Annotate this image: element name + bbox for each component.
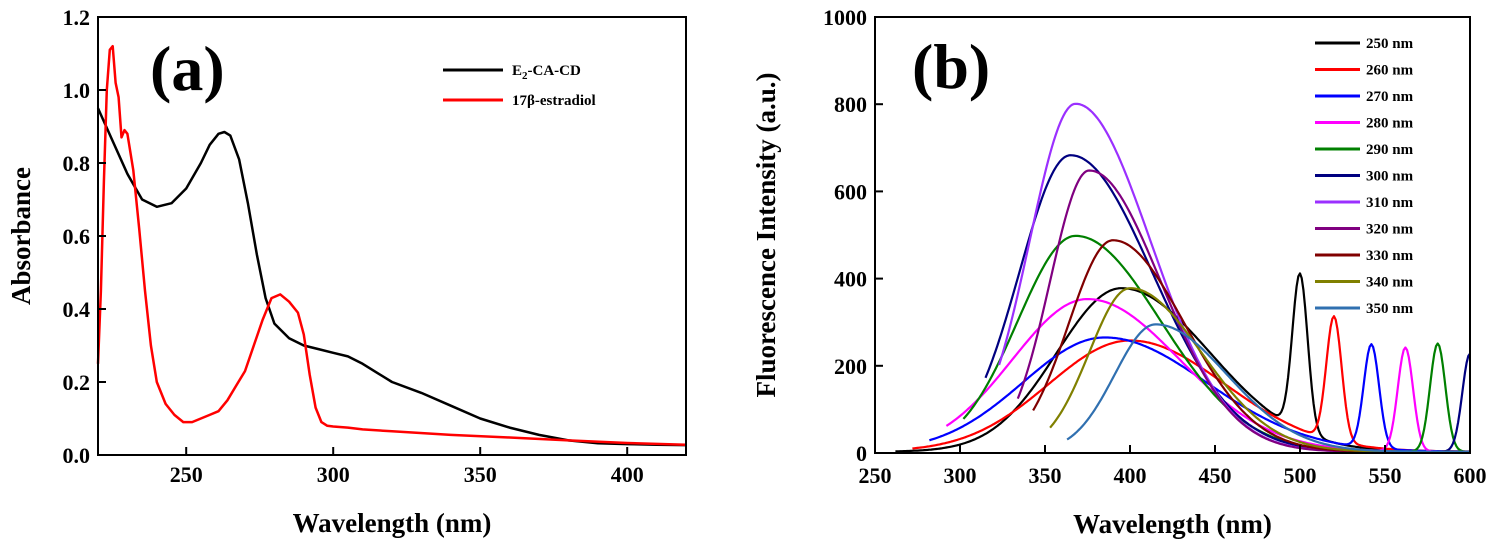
panel-b-x-tick-label: 300 xyxy=(944,463,977,488)
panel-b-legend-label-5: 300 nm xyxy=(1366,169,1414,185)
panel-a-series-line-0 xyxy=(96,107,687,447)
panel-b-legend-label-9: 340 nm xyxy=(1366,275,1414,291)
panel-b-series-line-8 xyxy=(1032,239,1470,453)
panel-a-series-line-1 xyxy=(96,44,687,447)
panel-b-legend-label-3: 280 nm xyxy=(1366,116,1414,132)
panel-b-series-line-10 xyxy=(1066,323,1470,453)
panel-b-y-tick-label: 800 xyxy=(834,92,867,117)
panel-b-legend-label-4: 290 nm xyxy=(1366,142,1414,158)
panel-b-y-tick-label: 0 xyxy=(856,441,867,466)
panel-b-series-line-0 xyxy=(895,272,1470,453)
panel-b-legend-label-10: 350 nm xyxy=(1366,301,1414,317)
panel-a-legend-label-1: 17β-estradiol xyxy=(512,93,596,109)
panel-a-y-tick-label: 1.2 xyxy=(63,5,91,30)
panel-a-series-group xyxy=(96,44,687,447)
panel-a-y-tick-label: 0.8 xyxy=(63,151,91,176)
panel-a-y-tick-label: 1.0 xyxy=(63,78,91,103)
panel-b-y-tick-label: 200 xyxy=(834,354,867,379)
panel-b-legend-label-8: 330 nm xyxy=(1366,248,1414,264)
panel-b-x-tick-label: 600 xyxy=(1454,463,1487,488)
panel-b-legend: 250 nm 260 nm 270 nm 280 nm 290 nm 300 nm 310 … xyxy=(1315,36,1414,317)
panel-b-legend-label-2: 270 nm xyxy=(1366,89,1414,105)
panel-b-series-line-1 xyxy=(912,315,1470,453)
panel-b-x-tick-label: 550 xyxy=(1369,463,1402,488)
panel-a-y-tick-label: 0.4 xyxy=(63,297,91,322)
panel-b-x-tick-label: 250 xyxy=(859,463,892,488)
panel-a-ticks: 250 300 350 400 0.0 0.2 0.4 0.6 0.8 1.0 1.2 xyxy=(63,5,644,487)
panel-b-plot-frame xyxy=(874,16,1471,454)
panel-a-legend: E2-CA-CD 17β-estradiol xyxy=(443,63,596,109)
panel-b-series-line-2 xyxy=(929,336,1470,453)
panel-a-x-tick-label: 400 xyxy=(611,462,644,487)
panel-b-x-tick-label: 500 xyxy=(1284,463,1317,488)
panel-b-legend-label-0: 250 nm xyxy=(1366,36,1414,52)
panel-a-y-tick-label: 0.0 xyxy=(63,443,91,468)
panel-a-x-axis-label: Wavelength (nm) xyxy=(293,508,492,538)
panel-b-legend-label-6: 310 nm xyxy=(1366,195,1414,211)
panel-b-y-tick-label: 600 xyxy=(834,179,867,204)
panel-b-legend-label-1: 260 nm xyxy=(1366,63,1414,79)
panel-b-x-axis-label: Wavelength (nm) xyxy=(1073,509,1272,539)
panel-a-x-tick-label: 250 xyxy=(170,462,203,487)
panel-a-legend-label-0: E2-CA-CD xyxy=(512,63,581,82)
panel-a-x-tick-label: 300 xyxy=(317,462,350,487)
panel-b-x-tick-label: 350 xyxy=(1029,463,1062,488)
panel-a-x-tick-label: 350 xyxy=(464,462,497,487)
panel-b-x-tick-label: 400 xyxy=(1114,463,1147,488)
panel-b-fluorescence-chart: 250 300 350 400 450 500 550 600 0 200 400 600 800 100… xyxy=(751,5,1487,539)
panel-a-y-tick-label: 0.2 xyxy=(63,370,91,395)
panel-a-y-tick-label: 0.6 xyxy=(63,224,91,249)
panel-b-y-tick-label: 1000 xyxy=(823,5,867,30)
panel-b-label: (b) xyxy=(912,31,990,102)
panel-b-x-tick-label: 450 xyxy=(1199,463,1232,488)
panel-a-absorbance-chart: 250 300 350 400 0.0 0.2 0.4 0.6 0.8 1.0 1.2 (a) Wa… xyxy=(6,5,687,538)
panel-b-legend-label-7: 320 nm xyxy=(1366,222,1414,238)
panel-b-y-tick-label: 400 xyxy=(834,267,867,292)
panel-b-ticks: 250 300 350 400 450 500 550 600 0 200 400 600 800 100… xyxy=(823,5,1487,488)
panel-a-y-axis-label: Absorbance xyxy=(6,167,36,305)
panel-a-label: (a) xyxy=(150,33,225,104)
panel-b-y-axis-label: Fluorescence Intensity (a.u.) xyxy=(751,73,781,398)
